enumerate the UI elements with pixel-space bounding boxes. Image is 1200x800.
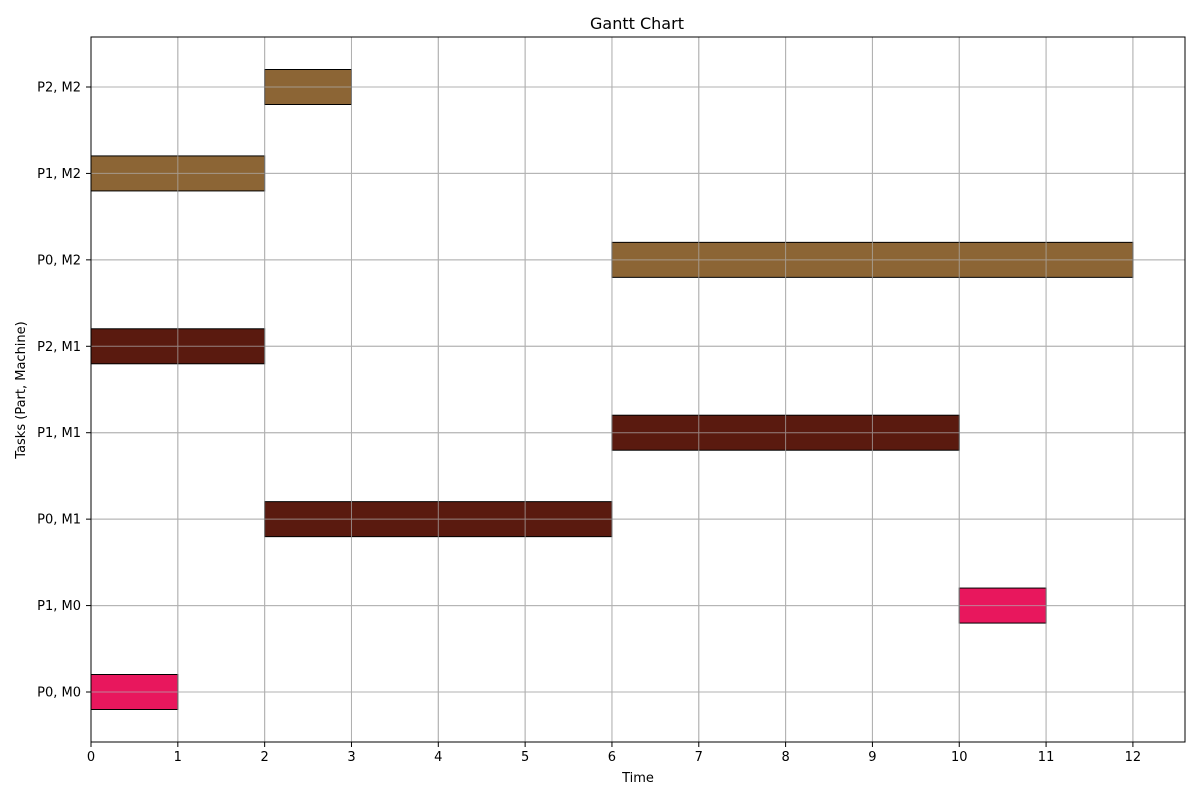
x-tick-label: 3 (347, 750, 355, 765)
y-tick-label: P2, M1 (37, 340, 81, 355)
x-tick-label: 5 (521, 750, 529, 765)
y-tick-label: P0, M1 (37, 513, 81, 528)
y-tick-label: P2, M2 (37, 81, 81, 96)
x-tick-label: 11 (1038, 750, 1055, 765)
x-tick-label: 2 (261, 750, 269, 765)
grid-overlay (90, 37, 1185, 742)
plot-frame (90, 36, 1186, 743)
y-axis-label: Tasks (Part, Machine) (14, 321, 29, 459)
x-tick-label: 4 (434, 750, 442, 765)
x-axis: 0 1 2 3 4 5 6 7 8 9 10 11 12 (87, 742, 1141, 765)
y-tick-label: P1, M0 (37, 599, 81, 614)
x-axis-label: Time (621, 771, 654, 786)
x-tick-label: 0 (87, 750, 95, 765)
x-tick-label: 12 (1125, 750, 1142, 765)
y-tick-label: P0, M2 (37, 253, 81, 268)
chart-title: Gantt Chart (590, 14, 684, 33)
y-tick-label: P1, M2 (37, 167, 81, 182)
x-tick-label: 8 (781, 750, 789, 765)
grid-layer (90, 37, 1185, 742)
x-tick-label: 6 (608, 750, 616, 765)
x-tick-label: 10 (951, 750, 968, 765)
y-axis: P0, M0 P1, M0 P0, M1 P1, M1 P2, M1 P0, M2 P1, … (37, 81, 91, 701)
y-tick-label: P0, M0 (37, 686, 81, 701)
x-tick-label: 1 (174, 750, 182, 765)
x-tick-label: 9 (868, 750, 876, 765)
y-tick-label: P1, M1 (37, 426, 81, 441)
x-tick-label: 7 (695, 750, 703, 765)
